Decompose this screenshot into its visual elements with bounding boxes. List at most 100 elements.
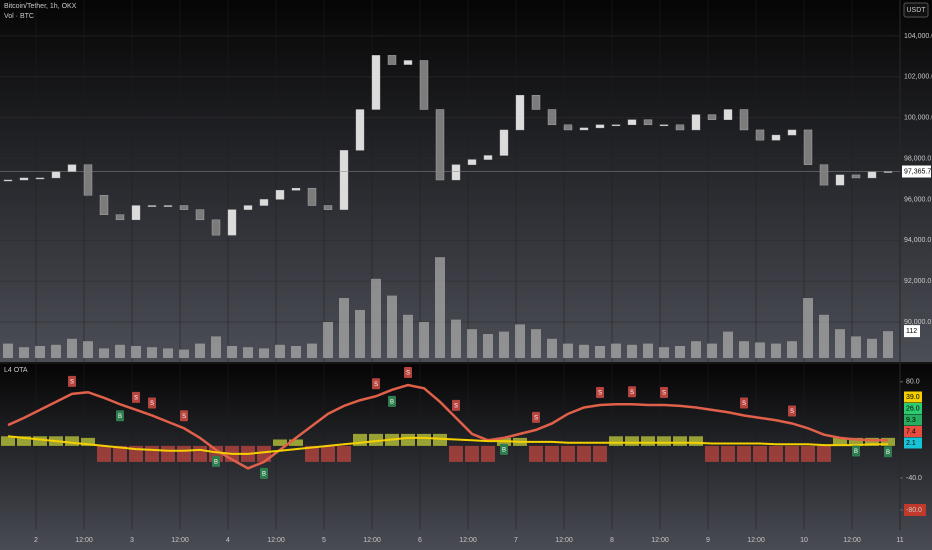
candle: [563, 124, 573, 131]
volume-bar: [723, 331, 733, 358]
histogram-bar: [785, 445, 799, 462]
signal-box: [532, 411, 540, 423]
volume-title: Vol · BTC: [4, 13, 34, 20]
histogram-bar: [609, 436, 623, 446]
candle: [659, 124, 669, 127]
candle: [691, 114, 701, 131]
current-value-box: [904, 391, 922, 403]
candle: [771, 134, 781, 141]
histogram-bar: [17, 436, 31, 446]
current-value-label: 9.3: [906, 417, 916, 424]
signal-label: S: [70, 379, 74, 385]
histogram-bar: [273, 439, 287, 446]
y-tick-label: 94,000.0: [904, 237, 931, 244]
signal-box: [740, 397, 748, 409]
y-tick-label: 102,000.0: [904, 74, 932, 81]
x-tick-label: 3: [130, 537, 134, 544]
histogram-bar: [193, 445, 207, 462]
volume-bar: [675, 346, 685, 358]
candle: [19, 177, 29, 181]
histogram-bar: [881, 437, 895, 446]
histogram-bar: [801, 445, 815, 462]
currency-label[interactable]: USDT: [906, 7, 926, 14]
volume-bar: [147, 347, 157, 358]
y-tick-label: 104,000.0: [904, 33, 932, 40]
histogram-bar: [833, 437, 847, 446]
signal-box: [500, 443, 508, 455]
candle: [355, 109, 365, 151]
signal-label: S: [742, 401, 746, 407]
volume-bar: [163, 348, 173, 358]
x-tick-label: 12:00: [171, 537, 189, 544]
histogram-bar: [465, 445, 479, 462]
y-tick-label: 100,000.0: [904, 115, 932, 122]
y-tick-label: 90,000.0: [904, 319, 931, 326]
histogram-bar: [321, 445, 335, 462]
histogram-bar: [401, 433, 415, 446]
volume-bar: [67, 338, 77, 358]
y-tick-label: 80.0: [906, 379, 920, 386]
volume-bar: [659, 347, 669, 358]
current-value-box: [904, 403, 922, 414]
volume-bar: [835, 329, 845, 358]
x-tick-label: 4: [226, 537, 230, 544]
signal-box: [884, 446, 892, 458]
candle: [755, 129, 765, 141]
candle: [211, 219, 221, 236]
candle: [371, 55, 381, 110]
histogram-bar: [113, 445, 127, 462]
volume-bar: [451, 319, 461, 358]
volume-bar: [867, 338, 877, 358]
volume-bar: [803, 298, 813, 358]
x-tick-label: 9: [706, 537, 710, 544]
x-tick-label: 2: [34, 537, 38, 544]
candle: [323, 205, 333, 210]
volume-bar: [259, 348, 269, 358]
current-value-label: 2.1: [906, 440, 916, 447]
x-tick-label: 12:00: [267, 537, 285, 544]
signal-label: S: [454, 403, 458, 409]
x-tick-label: 12:00: [651, 537, 669, 544]
current-value-label: 7.4: [906, 428, 916, 435]
current-value-box: [904, 426, 922, 437]
signal-box: [212, 455, 220, 467]
volume-bar: [419, 322, 429, 358]
histogram-bar: [369, 433, 383, 446]
volume-bar: [35, 346, 45, 358]
current-value-label: 39.0: [906, 394, 920, 401]
signal-label: B: [390, 399, 394, 405]
candle: [387, 55, 397, 65]
signal-label: S: [406, 371, 410, 377]
volume-bar: [307, 343, 317, 358]
x-tick-label: 12:00: [75, 537, 93, 544]
x-tick-label: 12:00: [555, 537, 573, 544]
volume-bar: [691, 341, 701, 358]
volume-bar: [611, 343, 621, 358]
signal-box: [628, 386, 636, 398]
candle: [515, 95, 525, 131]
volume-bar: [547, 338, 557, 358]
signal-box: [180, 410, 188, 422]
volume-bar: [787, 341, 797, 358]
volume-bar: [707, 343, 717, 358]
histogram-bar: [817, 445, 831, 462]
candle: [739, 109, 749, 131]
volume-bar: [339, 298, 349, 358]
x-tick-label: 12:00: [363, 537, 381, 544]
histogram-bar: [33, 436, 47, 446]
currency-button[interactable]: [903, 2, 929, 18]
histogram-bar: [769, 445, 783, 462]
x-tick-label: 7: [514, 537, 518, 544]
histogram-bar: [433, 433, 447, 446]
volume-bar: [563, 343, 573, 358]
candle: [227, 209, 237, 236]
histogram-bar: [145, 445, 159, 462]
last-volume-box: [904, 325, 920, 338]
candle: [259, 199, 269, 206]
histogram-bar: [705, 445, 719, 462]
candle: [723, 109, 733, 120]
histogram-bar: [177, 445, 191, 462]
histogram-bar: [753, 445, 767, 462]
volume-bar: [755, 342, 765, 358]
candle: [67, 164, 77, 173]
